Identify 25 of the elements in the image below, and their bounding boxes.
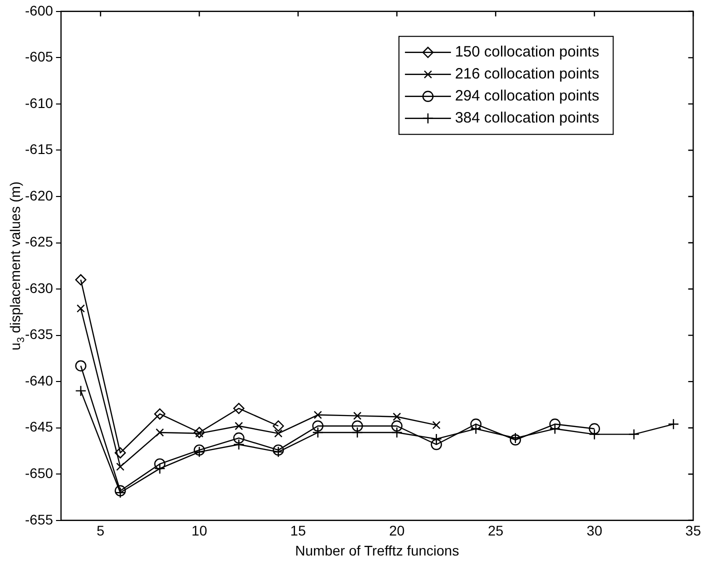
y-axis-title: u3 displacement values (m) <box>6 181 27 350</box>
y-tick-label: -610 <box>24 94 54 111</box>
x-tick-label: 30 <box>586 522 602 539</box>
y-tick-label: -620 <box>24 187 54 204</box>
legend-label: 294 collocation points <box>454 88 600 105</box>
x-tick-label: 15 <box>290 522 306 539</box>
legend-label: 150 collocation points <box>454 44 600 61</box>
x-tick-label: 20 <box>389 522 405 539</box>
y-tick-label: -655 <box>24 511 54 528</box>
y-tick-label: -615 <box>24 141 54 158</box>
y-tick-label: -600 <box>24 2 54 18</box>
y-tick-label: -625 <box>24 234 54 250</box>
x-tick-label: 35 <box>685 522 702 539</box>
y-tick-label: -605 <box>24 48 54 65</box>
y-tick-label: -640 <box>24 372 54 388</box>
y-tick-label: -635 <box>24 326 54 342</box>
y-tick-label: -630 <box>24 280 54 296</box>
y-tick-label: -645 <box>24 418 54 435</box>
legend-label: 216 collocation points <box>454 66 600 83</box>
x-tick-label: 5 <box>96 522 105 539</box>
x-tick-label: 10 <box>192 522 208 539</box>
x-axis-title: Number of Trefftz funcions <box>295 542 460 558</box>
y-tick-label: -650 <box>24 464 54 481</box>
x-tick-label: 25 <box>488 522 504 539</box>
legend-label: 384 collocation points <box>454 110 600 127</box>
